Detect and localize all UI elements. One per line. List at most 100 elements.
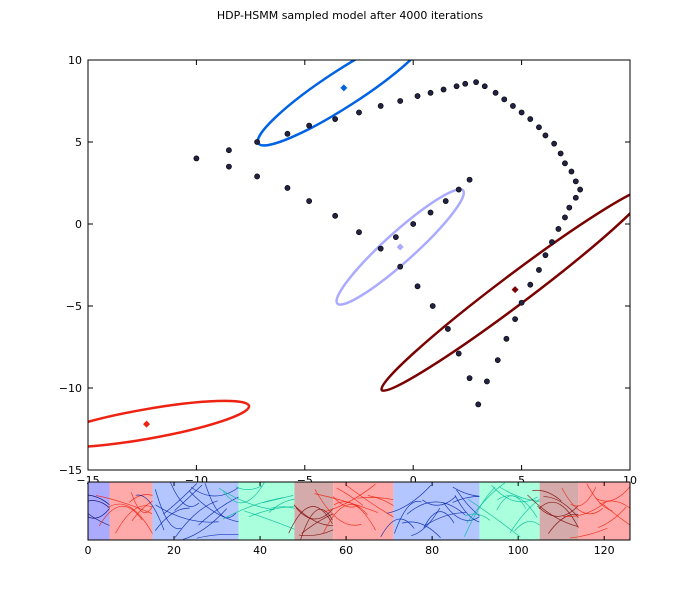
plot-background xyxy=(88,60,630,470)
data-point xyxy=(414,93,421,99)
data-point xyxy=(444,326,451,332)
data-point xyxy=(377,245,384,252)
state-trace xyxy=(563,501,607,517)
state-trace xyxy=(380,518,415,538)
state-trace xyxy=(406,501,466,516)
state-trace xyxy=(107,503,155,538)
state-segment xyxy=(88,482,110,540)
data-point xyxy=(442,198,449,204)
data-point xyxy=(577,186,584,193)
state-trace xyxy=(324,483,376,513)
data-point xyxy=(440,86,447,93)
data-point xyxy=(254,139,261,145)
data-point xyxy=(572,194,579,201)
sequence-x-tick-label: 80 xyxy=(425,544,439,557)
state-trace xyxy=(300,508,333,540)
data-point xyxy=(356,229,362,236)
state-trace xyxy=(423,511,455,528)
data-point xyxy=(466,375,473,382)
state-trace xyxy=(98,505,143,527)
state-trace xyxy=(204,483,237,519)
chart-title: HDP-HSMM sampled model after 4000 iterat… xyxy=(216,9,484,22)
data-point xyxy=(429,303,436,309)
state-trace xyxy=(497,495,538,518)
state-trace xyxy=(262,495,294,503)
data-point xyxy=(410,221,417,227)
state-trace xyxy=(394,500,422,534)
covariance-ellipse-1 xyxy=(335,188,466,306)
data-point xyxy=(566,204,573,211)
state-trace xyxy=(96,495,153,515)
data-point xyxy=(414,283,421,290)
state-trace xyxy=(532,489,562,502)
x-tick-label: 0 xyxy=(410,474,417,487)
sequence-x-tick-label: 40 xyxy=(253,544,267,557)
state-trace xyxy=(527,494,582,528)
data-point xyxy=(527,281,534,288)
data-point xyxy=(427,209,434,216)
data-point xyxy=(562,214,568,221)
state-trace xyxy=(464,513,491,521)
data-point xyxy=(475,401,482,408)
data-point xyxy=(397,98,404,104)
sequence-frame xyxy=(87,481,631,541)
data-point xyxy=(501,96,508,103)
data-point xyxy=(562,160,568,167)
data-point xyxy=(254,173,261,180)
state-trace xyxy=(174,500,218,538)
state-trace xyxy=(514,521,541,532)
data-point xyxy=(332,116,339,122)
data-point xyxy=(356,109,362,116)
data-point xyxy=(542,132,549,139)
data-point xyxy=(193,155,200,162)
data-point xyxy=(549,239,555,245)
cluster-center-1 xyxy=(396,243,404,251)
data-point xyxy=(481,83,488,90)
data-point xyxy=(455,186,462,193)
state-trace xyxy=(223,482,265,504)
state-trace xyxy=(402,521,441,539)
sequence-x-tick-label: 20 xyxy=(167,544,181,557)
data-point xyxy=(510,103,516,109)
data-point xyxy=(542,252,549,259)
cluster-center-3 xyxy=(143,420,151,428)
y-tick-label: 10 xyxy=(68,54,82,67)
data-point xyxy=(226,147,232,154)
state-segment xyxy=(578,482,630,540)
state-trace xyxy=(386,484,432,514)
state-trace xyxy=(597,506,627,528)
state-trace xyxy=(135,494,165,531)
data-point xyxy=(557,150,564,157)
data-point xyxy=(551,140,558,147)
state-trace xyxy=(174,484,203,511)
data-point xyxy=(397,263,404,270)
state-trace xyxy=(293,504,337,526)
state-segment xyxy=(479,482,540,540)
data-point xyxy=(473,79,479,86)
data-point xyxy=(377,103,384,109)
data-point xyxy=(536,267,542,273)
data-point xyxy=(427,89,434,96)
y-tick-label: 5 xyxy=(75,136,82,149)
data-point xyxy=(518,109,525,116)
state-trace xyxy=(602,504,630,526)
data-point xyxy=(392,234,399,241)
state-trace xyxy=(561,487,603,515)
data-point xyxy=(284,130,291,137)
data-point xyxy=(484,378,490,385)
state-trace xyxy=(182,508,228,540)
sequence-x-tick-label: 60 xyxy=(339,544,353,557)
data-point xyxy=(512,316,518,323)
y-tick-label: 0 xyxy=(75,218,82,231)
data-point xyxy=(503,335,510,342)
plot-frame xyxy=(87,59,631,471)
state-trace xyxy=(288,506,333,534)
data-point xyxy=(332,212,339,219)
cluster-center-0 xyxy=(340,84,348,92)
sequence-x-tick-label: 120 xyxy=(594,544,615,557)
state-trace xyxy=(332,496,360,508)
x-tick-label: 5 xyxy=(518,474,525,487)
